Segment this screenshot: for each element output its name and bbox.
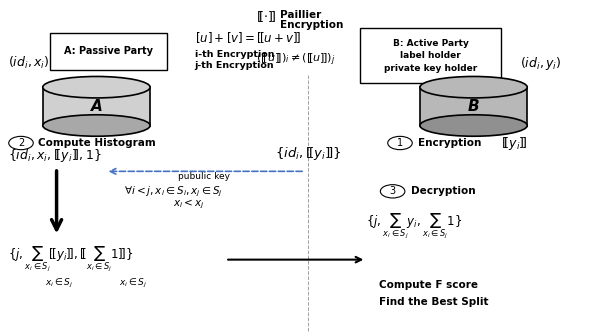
Ellipse shape	[43, 77, 150, 98]
FancyBboxPatch shape	[43, 87, 150, 126]
Text: A: Passive Party: A: Passive Party	[64, 46, 153, 56]
Text: $\{j, \sum_{x_i \in S_j} y_i, \sum_{x_i \in S_j} 1\}$: $\{j, \sum_{x_i \in S_j} y_i, \sum_{x_i …	[367, 212, 463, 241]
Text: $\{id_i, [\![y_i]\!]\}$: $\{id_i, [\![y_i]\!]\}$	[275, 144, 341, 162]
Text: 1: 1	[397, 138, 403, 148]
Text: B: Active Party
label holder
private key holder: B: Active Party label holder private key…	[384, 39, 477, 73]
Circle shape	[9, 136, 33, 150]
Text: $x_i{\in}S_j$: $x_i{\in}S_j$	[46, 277, 74, 290]
Circle shape	[387, 136, 412, 150]
Text: $\{j, \sum_{x_i \in S_j} [\![y_i]\!], [\![\sum_{x_i \in S_j} 1]\!]\}$: $\{j, \sum_{x_i \in S_j} [\![y_i]\!], [\…	[7, 245, 132, 275]
Text: pubulic key: pubulic key	[178, 172, 230, 181]
Text: $\forall i < j, x_i \in S_i, x_j \in S_j$: $\forall i < j, x_i \in S_i, x_j \in S_j…	[124, 184, 223, 199]
Ellipse shape	[43, 115, 150, 136]
Text: $x_i < x_j$: $x_i < x_j$	[173, 198, 205, 211]
Text: 2: 2	[18, 138, 24, 148]
Text: Compute F score: Compute F score	[378, 280, 477, 290]
Text: $[u]+[v]=[\![u+v]\!]$: $[u]+[v]=[\![u+v]\!]$	[195, 31, 301, 45]
Text: $([\![u]\!])_i \neq ([\![u]\!])_j$: $([\![u]\!])_i \neq ([\![u]\!])_j$	[256, 52, 335, 68]
Circle shape	[380, 185, 405, 198]
Text: $(id_i, x_i)$: $(id_i, x_i)$	[7, 55, 49, 71]
Text: 3: 3	[389, 186, 395, 196]
Text: $\{id_i, x_i, [\![y_i]\!], 1\}$: $\{id_i, x_i, [\![y_i]\!], 1\}$	[7, 147, 101, 164]
Text: B: B	[468, 99, 479, 114]
Ellipse shape	[420, 115, 527, 136]
Text: Paillier: Paillier	[280, 10, 322, 20]
Text: A: A	[91, 99, 102, 114]
Text: Decryption: Decryption	[411, 186, 476, 196]
Text: $(id_i, y_i)$: $(id_i, y_i)$	[519, 54, 561, 72]
Text: Compute Histogram: Compute Histogram	[38, 138, 156, 148]
Text: Find the Best Split: Find the Best Split	[378, 297, 488, 307]
Text: $x_i{\in}S_j$: $x_i{\in}S_j$	[119, 277, 147, 290]
Text: Encryption: Encryption	[280, 20, 344, 30]
Text: j-th Encryption: j-th Encryption	[195, 61, 274, 70]
Text: Encryption: Encryption	[418, 138, 482, 148]
Text: i-th Encryption: i-th Encryption	[195, 50, 274, 59]
Ellipse shape	[420, 77, 527, 98]
FancyBboxPatch shape	[420, 87, 527, 126]
FancyBboxPatch shape	[51, 33, 167, 70]
Text: $[\![y_i]\!]$: $[\![y_i]\!]$	[501, 134, 528, 152]
Text: $[\![\cdot]\!]$: $[\![\cdot]\!]$	[256, 9, 276, 24]
FancyBboxPatch shape	[360, 28, 501, 83]
